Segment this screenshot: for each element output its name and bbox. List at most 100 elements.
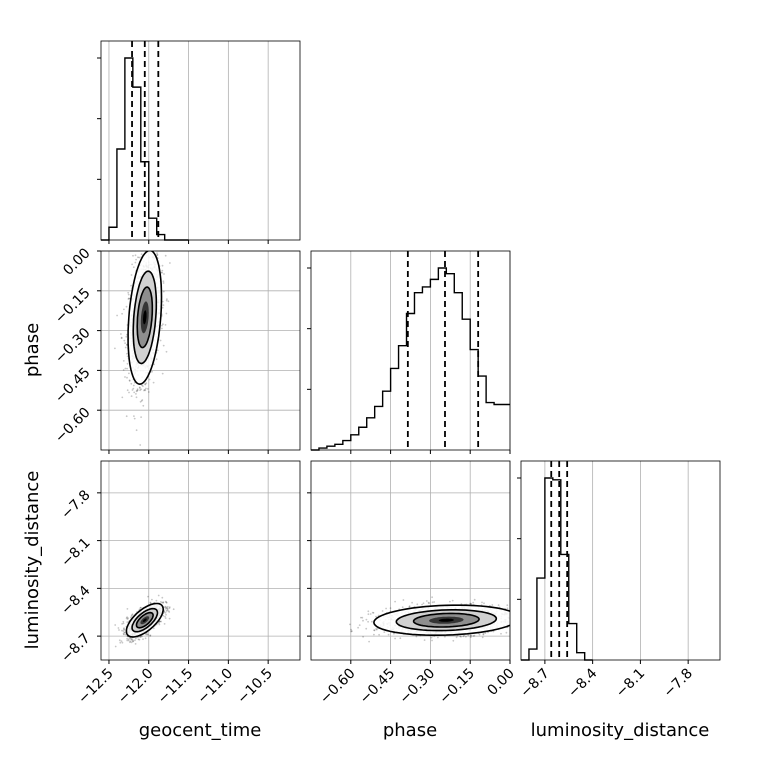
scatter-point	[151, 370, 153, 373]
scatter-point	[473, 598, 476, 601]
scatter-point	[123, 631, 126, 634]
scatter-point	[167, 300, 170, 303]
scatter-point	[428, 602, 430, 605]
scatter-point	[142, 638, 144, 641]
scatter-point	[157, 238, 159, 240]
scatter-point	[126, 621, 129, 623]
scatter-point	[162, 344, 165, 347]
scatter-point	[169, 262, 171, 264]
scatter-point	[484, 632, 487, 634]
scatter-point	[431, 601, 434, 604]
scatter-point	[137, 256, 139, 259]
scatter-point	[120, 640, 123, 642]
scatter-point	[524, 620, 526, 622]
scatter-point	[164, 611, 167, 614]
scatter-point	[512, 617, 514, 619]
scatter-point	[131, 263, 134, 266]
scatter-geocent_time-luminosity_distance	[114, 594, 175, 648]
scatter-point	[140, 416, 143, 418]
scatter-point	[365, 618, 368, 621]
x-axis-label-phase: phase	[383, 720, 437, 741]
scatter-point	[127, 298, 130, 300]
scatter-point	[518, 626, 520, 628]
scatter-point	[114, 347, 116, 350]
x-tick-label: −0.60	[317, 666, 359, 708]
scatter-point	[151, 598, 153, 601]
scatter-point	[136, 389, 139, 392]
scatter-point	[529, 622, 531, 624]
scatter-point	[147, 595, 149, 598]
scatter-point	[161, 269, 164, 272]
x-tick-label: −8.7	[517, 666, 552, 701]
scatter-point	[387, 633, 390, 636]
scatter-point	[159, 339, 162, 342]
scatter-point	[487, 631, 489, 634]
scatter-point	[411, 601, 413, 604]
scatter-point	[160, 244, 162, 246]
scatter-point	[383, 631, 386, 633]
scatter-point	[153, 227, 155, 229]
scatter-point	[114, 624, 117, 626]
scatter-point	[472, 635, 475, 637]
scatter-point	[165, 601, 168, 604]
scatter-point	[402, 599, 405, 601]
y-tick-label: −8.4	[58, 583, 93, 618]
scatter-point	[157, 594, 160, 597]
scatter-point	[128, 380, 131, 382]
scatter-point	[130, 638, 133, 641]
scatter-point	[139, 636, 142, 639]
scatter-point	[149, 634, 152, 637]
y-axis-label-phase: phase	[22, 323, 43, 377]
scatter-point	[161, 601, 164, 604]
scatter-point	[349, 623, 351, 626]
scatter-point	[375, 628, 378, 631]
scatter-point	[160, 271, 163, 274]
scatter-point	[122, 632, 125, 635]
scatter-point	[593, 621, 595, 623]
scatter-point	[140, 242, 142, 244]
scatter-point	[144, 389, 147, 392]
scatter-panel-geocent_time-phase	[100, 250, 301, 451]
scatter-point	[132, 387, 135, 390]
scatter-point	[147, 633, 149, 636]
scatter-point	[145, 382, 148, 385]
scatter-point	[164, 605, 167, 608]
grid-lines	[544, 461, 689, 660]
scatter-point	[153, 248, 155, 250]
scatter-point	[368, 640, 370, 643]
scatter-point	[124, 346, 127, 349]
scatter-point	[517, 619, 519, 621]
scatter-point	[151, 237, 153, 239]
scatter-point	[478, 633, 481, 636]
scatter-point	[151, 241, 153, 243]
scatter-point	[166, 609, 169, 612]
scatter-point	[124, 367, 127, 370]
scatter-point	[526, 607, 528, 609]
scatter-point	[133, 391, 136, 394]
scatter-point	[431, 639, 433, 642]
scatter-point	[163, 610, 166, 613]
scatter-point	[168, 607, 171, 610]
x-tick-label: −8.1	[613, 666, 648, 701]
scatter-point	[131, 613, 134, 616]
scatter-point	[431, 596, 433, 599]
x-tick-label: −0.45	[357, 666, 399, 708]
scatter-point	[117, 627, 120, 629]
scatter-point	[153, 363, 156, 366]
scatter-panel-phase-luminosity_distance	[310, 460, 511, 661]
scatter-point	[459, 635, 461, 638]
scatter-point	[362, 635, 364, 638]
scatter-point	[165, 312, 168, 315]
scatter-point	[360, 616, 362, 619]
scatter-point	[161, 324, 163, 327]
scatter-point	[152, 381, 155, 384]
scatter-point	[140, 606, 142, 609]
scatter-point	[125, 617, 128, 620]
scatter-point	[144, 637, 147, 640]
scatter-point	[159, 620, 161, 623]
scatter-point	[122, 630, 125, 632]
scatter-point	[517, 617, 519, 619]
scatter-point	[510, 617, 512, 619]
scatter-point	[137, 638, 140, 641]
scatter-point	[123, 633, 125, 636]
